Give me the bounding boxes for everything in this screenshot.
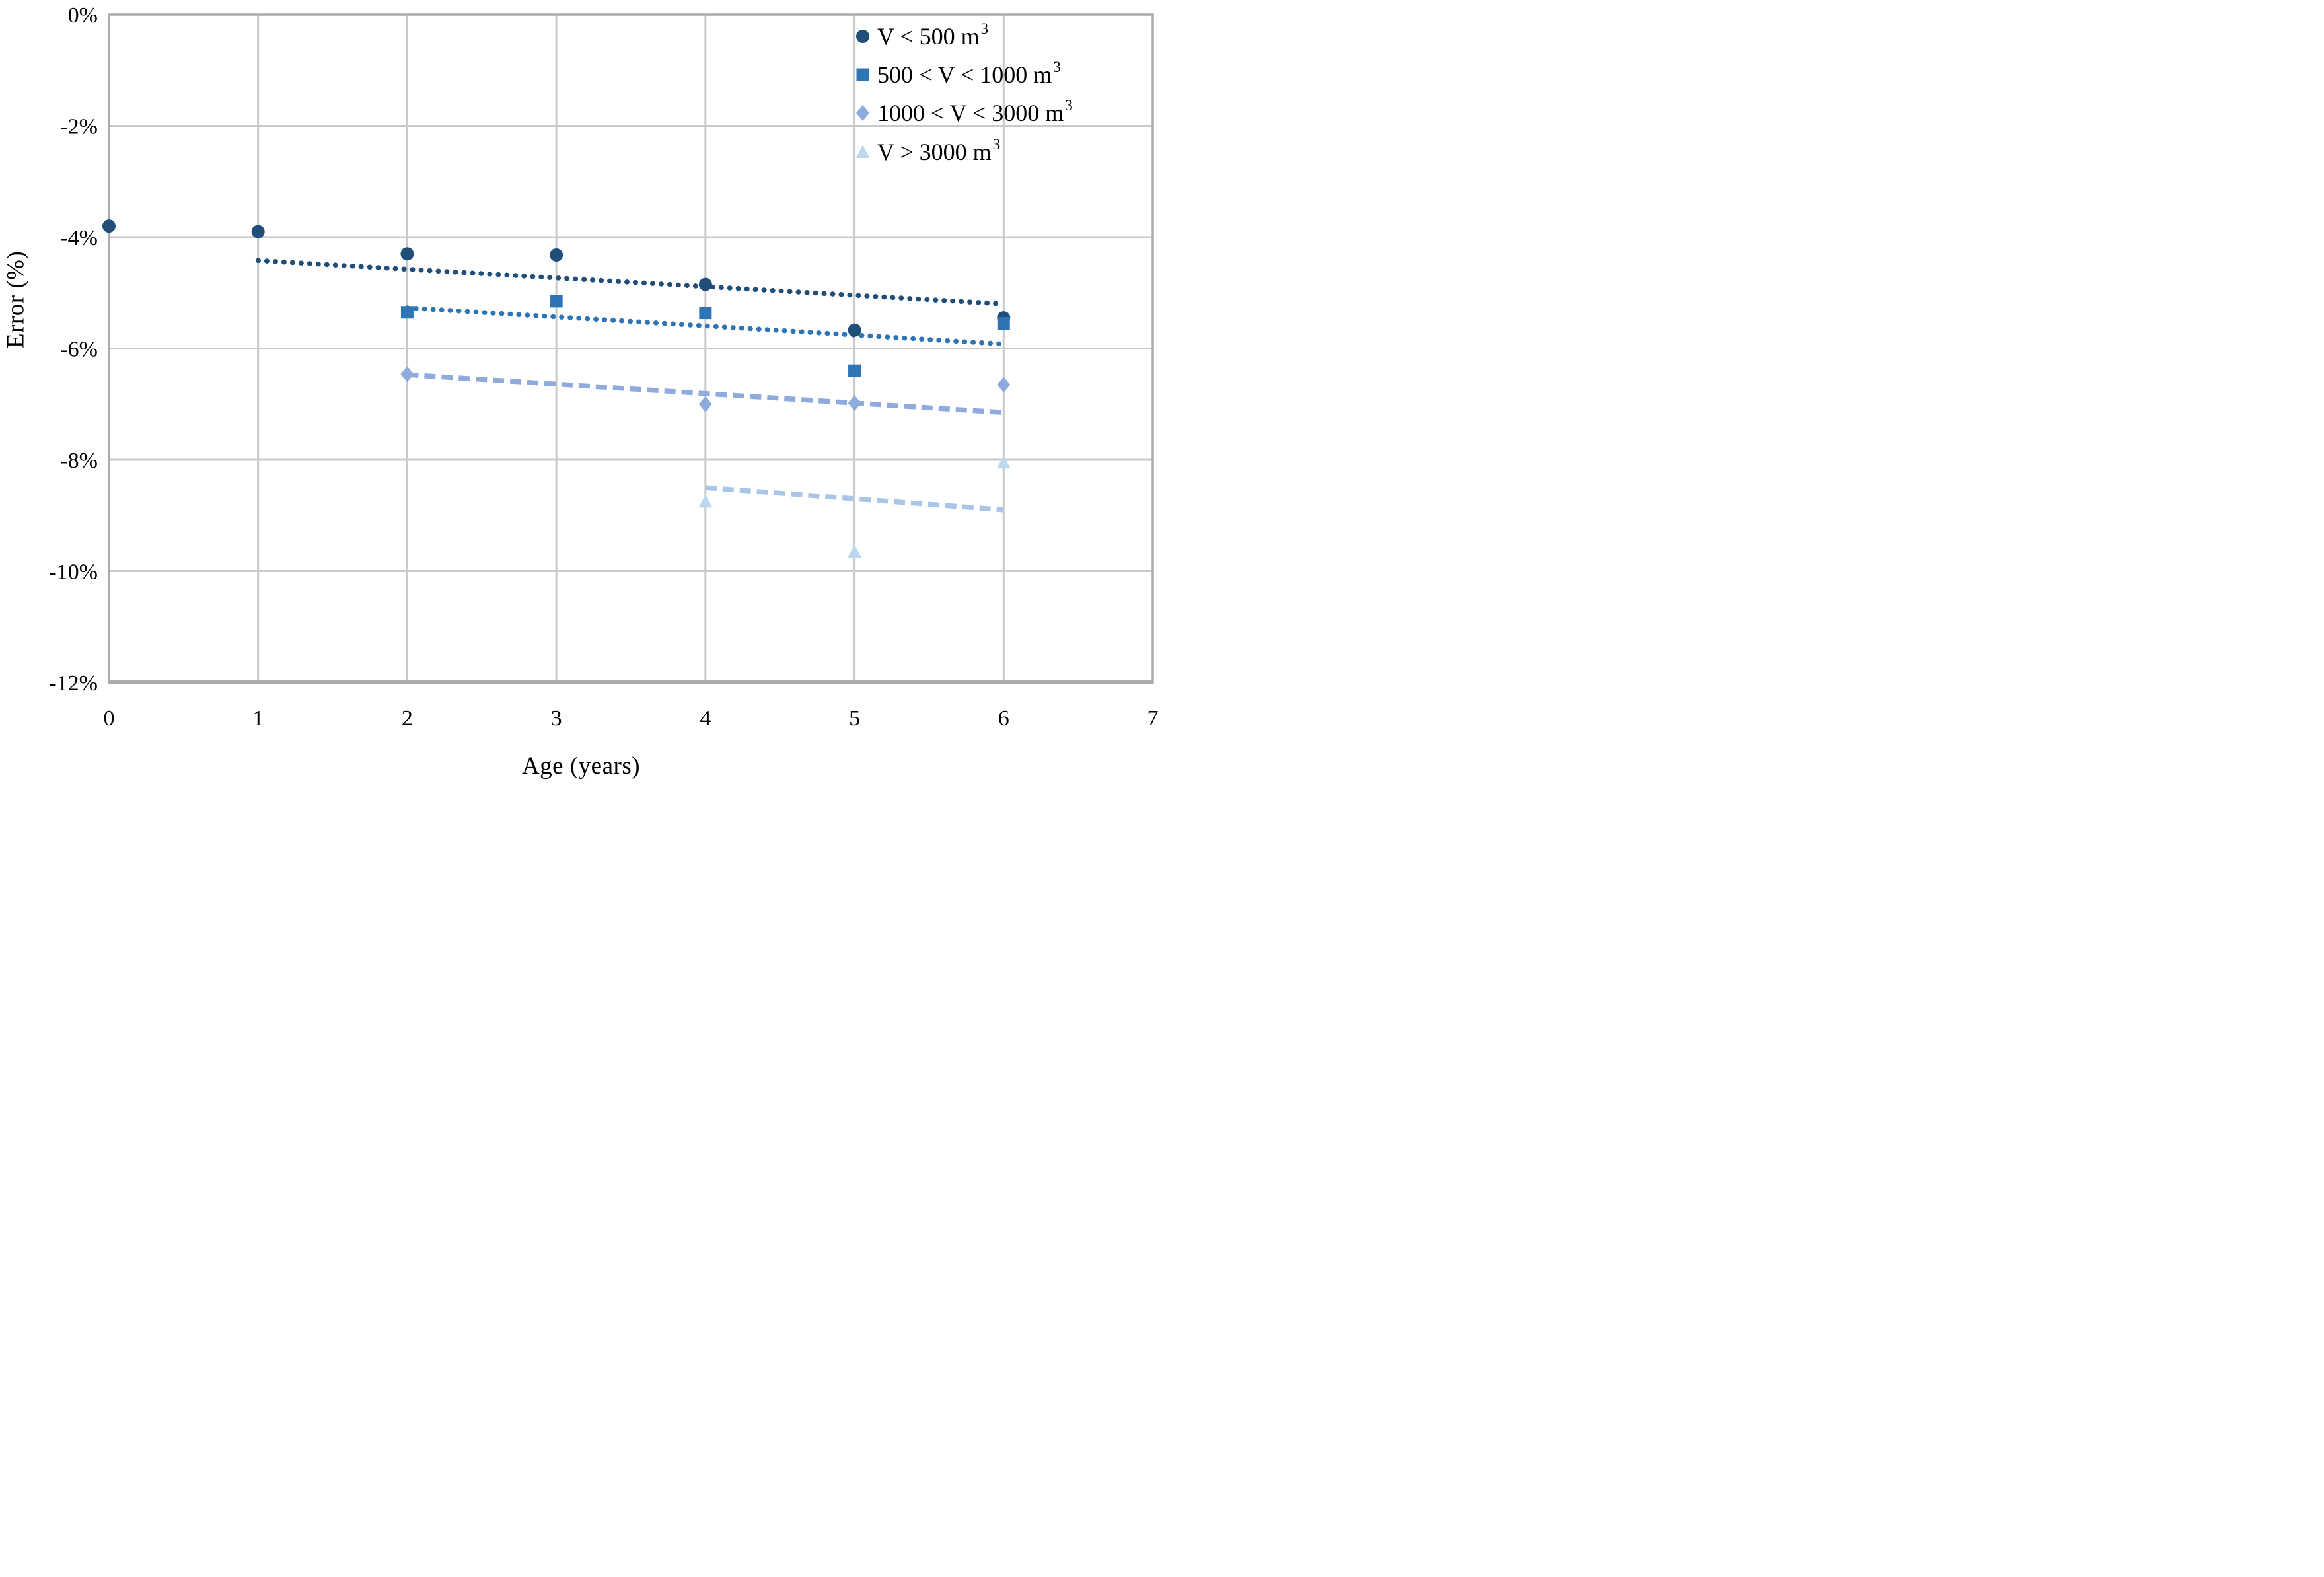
axis-tick-labels: 0% -2% -4% -6% -8% -10% -12%0 1 2 3 4 5 6 7	[49, 3, 1158, 731]
legend-marker-circle-icon	[856, 30, 869, 43]
trendline-series-3	[407, 372, 1004, 416]
data-point-s2-x6	[997, 317, 1010, 330]
data-point-s2-x5	[848, 364, 861, 377]
scatter-chart: 0% -2% -4% -6% -8% -10% -12%0 1 2 3 4 5 6 7 V < 500 m3…	[49, 3, 1158, 731]
legend-label: V < 500 m3	[877, 20, 988, 50]
legend-label: 1000 < V < 3000 m3	[877, 97, 1073, 126]
data-point-s4-x5	[848, 544, 862, 558]
data-point-s1-x2	[400, 247, 414, 261]
trendline-series-2	[404, 305, 1007, 347]
data-points	[102, 219, 1011, 558]
data-point-s3-x5	[848, 395, 861, 412]
data-point-s2-x4	[699, 307, 712, 320]
legend-label: 500 < V < 1000 m3	[877, 59, 1061, 88]
series-3-points	[400, 366, 1011, 412]
x-tick-label: 6	[998, 706, 1009, 731]
legend-label: V > 3000 m3	[877, 136, 1000, 165]
data-point-s1-x3	[550, 248, 563, 262]
x-tick-label: 3	[551, 706, 562, 731]
y-tick-label: -10%	[49, 560, 98, 585]
chart-figure: 0% -2% -4% -6% -8% -10% -12% 0 1 2 3 4 5 6 7 V < 500 m3…	[0, 0, 1162, 789]
y-tick-label: -12%	[49, 671, 98, 696]
data-point-s2-x3	[550, 295, 563, 308]
legend-item-2: 500 < V < 1000 m3	[856, 59, 1061, 88]
series-2-points	[400, 295, 1010, 377]
x-axis-title: Age (years)	[521, 752, 641, 780]
series-4-points	[698, 455, 1011, 558]
data-point-s1-x0	[102, 219, 116, 233]
x-tick-label: 1	[252, 706, 264, 731]
x-tick-label: 7	[1147, 706, 1159, 731]
legend-item-3: 1000 < V < 3000 m3	[856, 97, 1073, 126]
data-point-s1-x1	[251, 225, 265, 238]
plot-borders	[108, 13, 1154, 684]
y-axis-title: Error (%)	[2, 250, 30, 348]
x-tick-label: 4	[700, 706, 711, 731]
legend-item-4: V > 3000 m3	[855, 136, 1000, 165]
data-point-s1-x5	[848, 323, 861, 337]
legend-marker-triangle-icon	[855, 145, 870, 158]
gridlines	[109, 15, 1153, 682]
legend-marker-diamond-icon	[856, 105, 869, 121]
data-point-s1-x4	[698, 277, 712, 291]
y-tick-label: -2%	[60, 115, 98, 139]
data-point-s3-x4	[698, 396, 712, 412]
x-tick-label: 2	[402, 706, 413, 731]
y-tick-label: -8%	[60, 449, 98, 473]
data-point-s4-x6	[996, 455, 1011, 469]
data-point-s2-x2	[400, 306, 414, 319]
trendlines	[255, 258, 1007, 513]
trendline-series-4	[705, 485, 1004, 513]
x-tick-label: 5	[849, 706, 860, 731]
x-tick-label: 0	[104, 706, 115, 731]
legend: V < 500 m3 500 < V < 1000 m3 1000 < V < 30…	[855, 20, 1073, 165]
data-point-s4-x4	[698, 494, 713, 508]
data-point-s3-x2	[400, 366, 414, 383]
trendline-series-1	[255, 258, 1007, 307]
legend-marker-square-icon	[856, 68, 869, 81]
legend-item-1: V < 500 m3	[856, 20, 988, 50]
data-point-s3-x6	[997, 377, 1011, 393]
y-tick-label: -4%	[60, 226, 98, 250]
y-tick-label: -6%	[60, 338, 98, 362]
y-tick-label: 0%	[68, 3, 98, 28]
